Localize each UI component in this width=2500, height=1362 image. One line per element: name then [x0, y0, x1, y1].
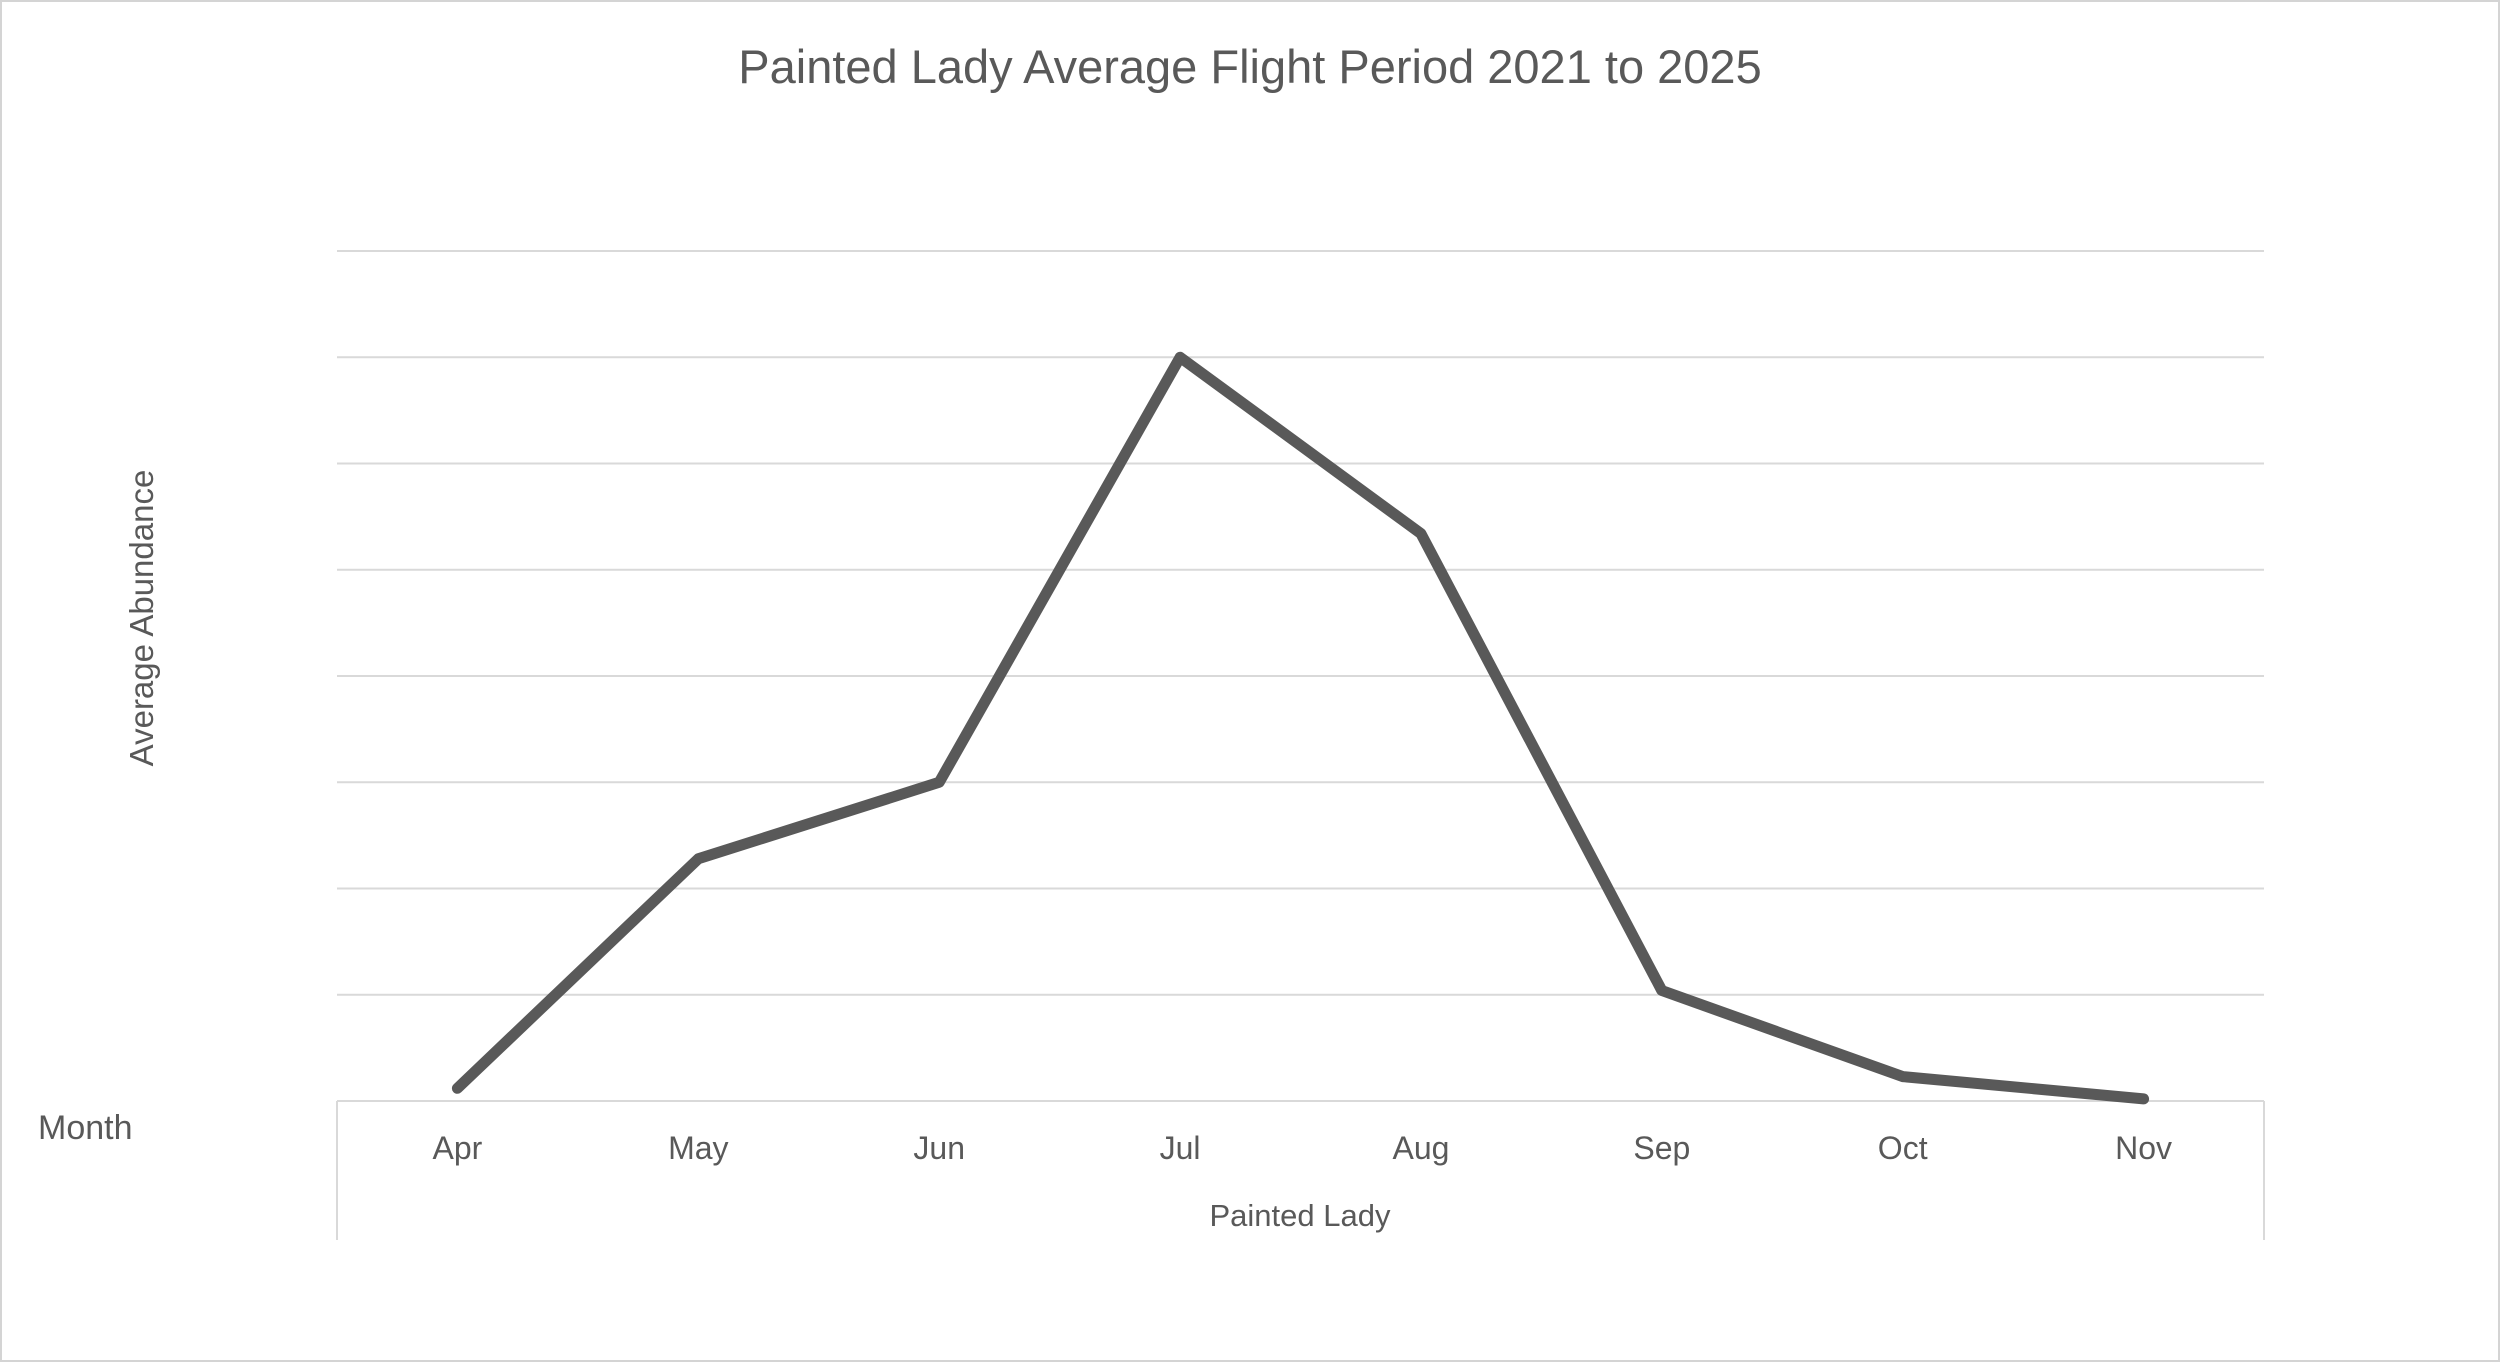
series-line — [451, 351, 2150, 1105]
chart-title: Painted Lady Average Flight Period 2021 … — [738, 40, 1762, 93]
x-tick-label: Aug — [1392, 1130, 1450, 1166]
x-tick-label: Sep — [1633, 1130, 1691, 1166]
x-tick-label: Jul — [1159, 1130, 1201, 1166]
x-tick-label: May — [668, 1130, 729, 1166]
x-tick-label: Apr — [432, 1130, 483, 1166]
x-tick-label: Nov — [2115, 1130, 2173, 1166]
x-axis-group-label: Painted Lady — [1209, 1198, 1391, 1233]
x-tick-label: Oct — [1877, 1130, 1928, 1166]
x-axis-title: Month — [38, 1109, 133, 1147]
x-tick-label: Jun — [913, 1130, 965, 1166]
